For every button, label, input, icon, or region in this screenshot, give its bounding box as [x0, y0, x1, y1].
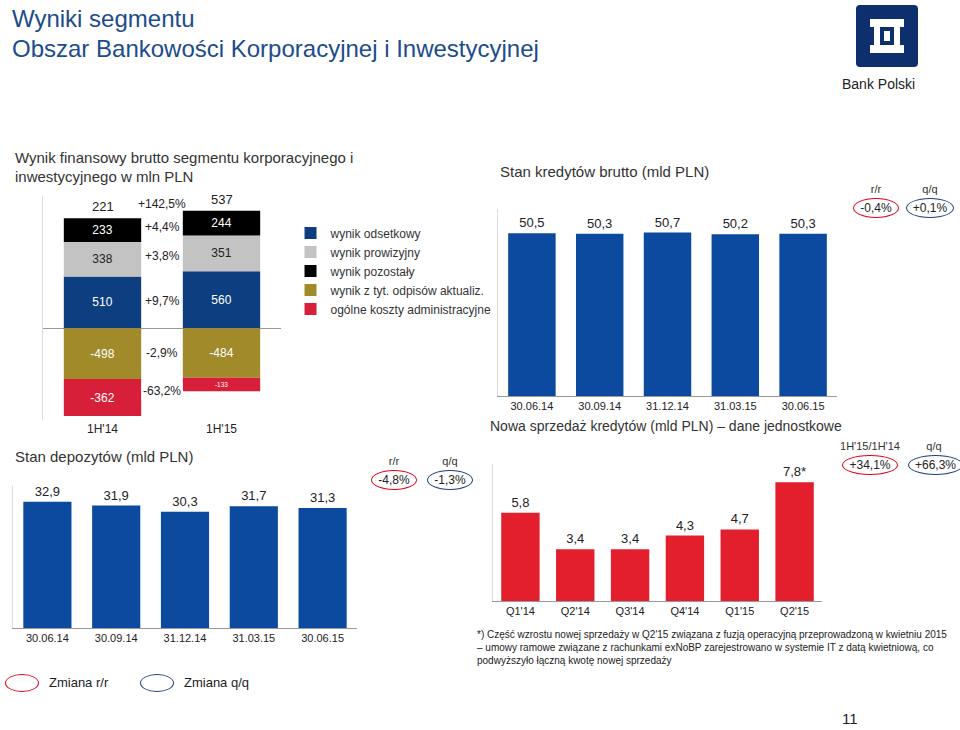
svg-text:31,9: 31,9	[104, 488, 129, 503]
html-text:q/q: q/q	[922, 183, 938, 195]
svg-text:31,3: 31,3	[310, 490, 335, 505]
svg-text:31.12.14: 31.12.14	[164, 632, 207, 644]
svg-text:3,4: 3,4	[621, 531, 639, 546]
svg-text:351: 351	[211, 246, 231, 260]
html-text:q/q: q/q	[926, 440, 942, 452]
html-text:Zmiana q/q: Zmiana q/q	[184, 675, 249, 690]
html-text:+34,1%: +34,1%	[849, 458, 891, 472]
svg-text:560: 560	[211, 293, 231, 307]
html-text:-0,4%: -0,4%	[860, 201, 892, 215]
svg-text:wynik pozostały: wynik pozostały	[330, 265, 415, 279]
svg-text:233: 233	[92, 223, 112, 237]
svg-text:50,7: 50,7	[655, 215, 680, 230]
svg-text:wynik odsetkowy: wynik odsetkowy	[330, 227, 421, 241]
svg-text:-2,9%: -2,9%	[146, 346, 178, 360]
html-text:-4,8%: -4,8%	[378, 473, 410, 487]
svg-text:50,3: 50,3	[587, 216, 612, 231]
svg-text:31.03.15: 31.03.15	[232, 632, 275, 644]
svg-text:-498: -498	[90, 347, 114, 361]
svg-text:+142,5%: +142,5%	[138, 197, 186, 211]
html-text:Wyniki segmentu: Wyniki segmentu	[12, 5, 195, 32]
svg-text:30.09.14: 30.09.14	[578, 400, 621, 412]
html-text:Bank Polski: Bank Polski	[842, 76, 916, 92]
svg-text:31.12.14: 31.12.14	[646, 400, 689, 412]
svg-text:338: 338	[92, 252, 112, 266]
html-text:Wynik finansowy brutto segment: Wynik finansowy brutto segmentu korporac…	[15, 149, 354, 185]
html-text:11: 11	[842, 710, 858, 727]
svg-text:-362: -362	[90, 391, 114, 405]
svg-text:+3,8%: +3,8%	[145, 249, 180, 263]
svg-text:4,3: 4,3	[676, 518, 694, 533]
svg-text:ogólne koszty administracyjne: ogólne koszty administracyjne	[331, 303, 491, 317]
svg-text:50,2: 50,2	[723, 216, 748, 231]
html-text:1H'15/1H'14: 1H'15/1H'14	[840, 440, 900, 452]
svg-text:244: 244	[211, 216, 231, 230]
html-text:Zmiana r/r: Zmiana r/r	[49, 675, 109, 690]
svg-text:30.09.14: 30.09.14	[95, 632, 138, 644]
html-text:q/q: q/q	[442, 455, 458, 467]
svg-text:Q2'15: Q2'15	[780, 605, 809, 617]
svg-text:-63,2%: -63,2%	[143, 384, 181, 398]
svg-text:Q2'14: Q2'14	[561, 605, 590, 617]
html-text:Stan depozytów (mld PLN): Stan depozytów (mld PLN)	[15, 448, 194, 465]
svg-text:1H'15: 1H'15	[206, 422, 237, 436]
svg-text:537: 537	[211, 192, 233, 207]
svg-text:Q1'15: Q1'15	[725, 605, 754, 617]
svg-text:50,5: 50,5	[519, 215, 544, 230]
html-text:r/r: r/r	[388, 455, 400, 467]
html-text:Nowa sprzedaż kredytów (mld PL: Nowa sprzedaż kredytów (mld PLN) – dane …	[490, 418, 842, 434]
svg-text:221: 221	[92, 199, 114, 214]
svg-text:4,7: 4,7	[731, 511, 749, 526]
svg-text:wynik prowizyjny: wynik prowizyjny	[330, 246, 420, 260]
svg-text:31,7: 31,7	[241, 488, 266, 503]
svg-text:Q3'14: Q3'14	[616, 605, 645, 617]
svg-text:30.06.15: 30.06.15	[301, 632, 344, 644]
html-text:+66,3%: +66,3%	[915, 458, 956, 472]
svg-text:30.06.14: 30.06.14	[510, 400, 553, 412]
svg-text:-133: -133	[215, 381, 228, 388]
svg-text:7,8*: 7,8*	[783, 464, 806, 479]
svg-text:30,3: 30,3	[172, 494, 197, 509]
html-text:Obszar Bankowości Korporacyjne: Obszar Bankowości Korporacyjnej i Inwest…	[12, 35, 539, 62]
html-text:r/r: r/r	[870, 183, 882, 195]
svg-text:Q4'14: Q4'14	[670, 605, 699, 617]
svg-text:Q1'14: Q1'14	[506, 605, 535, 617]
svg-text:30.06.15: 30.06.15	[782, 400, 825, 412]
html-text:Stan kredytów brutto (mld PLN): Stan kredytów brutto (mld PLN)	[500, 163, 710, 180]
html-text:*) Część wzrostu nowej sprzeda: *) Część wzrostu nowej sprzedaży w Q2'15…	[477, 629, 947, 666]
svg-text:510: 510	[92, 295, 112, 309]
html-text:-1,3%: -1,3%	[434, 473, 466, 487]
svg-text:+4,4%: +4,4%	[145, 220, 180, 234]
svg-text:31.03.15: 31.03.15	[714, 400, 757, 412]
svg-text:5,8: 5,8	[511, 495, 529, 510]
svg-text:30.06.14: 30.06.14	[26, 632, 69, 644]
svg-text:wynik z tyt. odpisów aktualiz.: wynik z tyt. odpisów aktualiz.	[330, 284, 484, 298]
svg-text:-484: -484	[209, 346, 233, 360]
svg-text:32,9: 32,9	[35, 484, 60, 499]
svg-text:1H'14: 1H'14	[87, 422, 118, 436]
svg-text:+9,7%: +9,7%	[145, 294, 180, 308]
html-text:+0,1%: +0,1%	[912, 201, 948, 215]
svg-text:50,3: 50,3	[790, 216, 815, 231]
svg-text:3,4: 3,4	[566, 531, 584, 546]
